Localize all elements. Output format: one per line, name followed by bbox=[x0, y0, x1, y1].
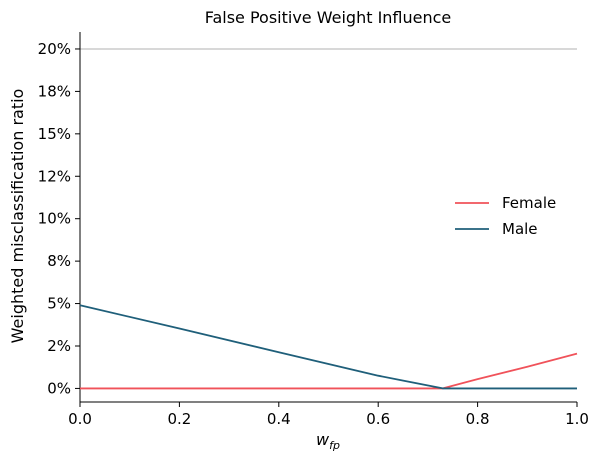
series-line-female bbox=[80, 352, 578, 390]
x-tick-label-4: 0.8 bbox=[466, 410, 490, 428]
x-tick-label-3: 0.6 bbox=[366, 410, 390, 428]
y-tick-label-7: 18% bbox=[38, 82, 71, 100]
x-tick-label-5: 1.0 bbox=[565, 410, 589, 428]
x-tick-label-2: 0.4 bbox=[267, 410, 291, 428]
y-axis-title: Weighted misclassification ratio bbox=[8, 89, 27, 344]
y-tick-label-6: 15% bbox=[38, 125, 71, 143]
x-axis-title-main: w bbox=[316, 430, 330, 449]
plot-area: 0.0 0.2 0.4 0.6 0.8 1.0 0% 2% 5% 8% 10% 12% 15% 18% 20… bbox=[38, 32, 589, 428]
y-tick-label-8: 20% bbox=[38, 40, 71, 58]
y-tick-label-1: 2% bbox=[47, 337, 71, 355]
x-axis-title: wfp bbox=[316, 430, 340, 452]
y-tick-label-2: 5% bbox=[47, 295, 71, 313]
legend-label-female: Female bbox=[502, 194, 556, 212]
legend-label-male: Male bbox=[502, 220, 538, 238]
series-line-male bbox=[79, 304, 577, 390]
chart-title: False Positive Weight Influence bbox=[205, 8, 452, 27]
y-tick-label-0: 0% bbox=[47, 379, 71, 397]
y-tick-label-3: 8% bbox=[47, 252, 71, 270]
y-tick-label-5: 12% bbox=[38, 167, 71, 185]
x-tick-label-0: 0.0 bbox=[68, 410, 92, 428]
y-tick-label-4: 10% bbox=[38, 210, 71, 228]
x-tick-label-1: 0.2 bbox=[167, 410, 191, 428]
x-axis-title-subscript: fp bbox=[329, 439, 340, 452]
